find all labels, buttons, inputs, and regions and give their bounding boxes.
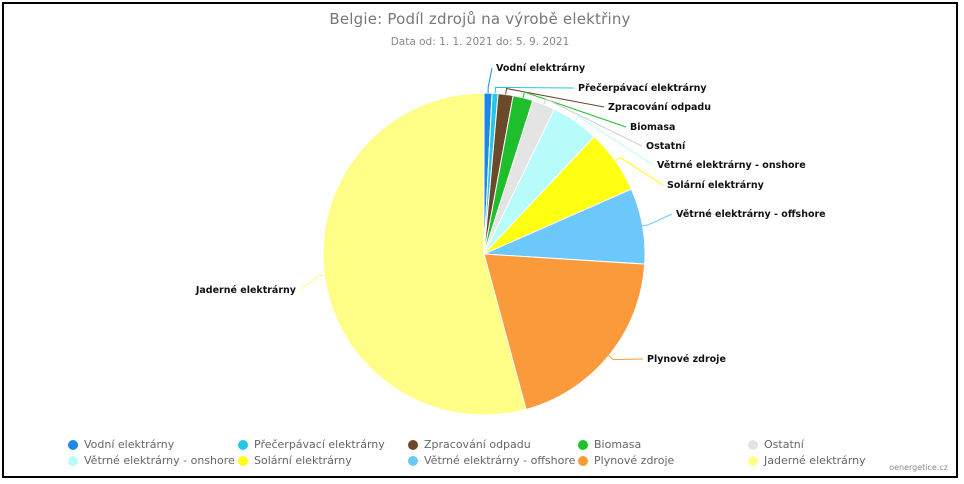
legend-item[interactable]: Solární elektrárny	[238, 453, 408, 468]
slice-connector	[299, 274, 325, 291]
slice-connector	[494, 86, 575, 94]
legend-item[interactable]: Zpracování odpadu	[408, 437, 578, 452]
chart-legend: Vodní elektrárny Přečerpávací elektrárny Z…	[68, 437, 898, 468]
slice-label: Plynové zdroje	[647, 354, 726, 365]
slice-label: Ostatní	[646, 141, 686, 152]
legend-label: Zpracování odpadu	[424, 438, 531, 451]
legend-item[interactable]: Ostatní	[748, 437, 898, 452]
legend-item[interactable]: Přečerpávací elektrárny	[238, 437, 408, 452]
legend-label: Jaderné elektrárny	[764, 454, 866, 467]
legend-label: Přečerpávací elektrárny	[254, 438, 385, 451]
slice-connector	[543, 98, 643, 147]
slice-connector	[487, 67, 493, 94]
slice-label: Větrné elektrárny - offshore	[676, 209, 826, 220]
legend-item[interactable]: Biomasa	[578, 437, 748, 452]
legend-label: Vodní elektrárny	[84, 438, 175, 451]
legend-label: Plynové zdroje	[594, 454, 675, 467]
slice-label: Přečerpávací elektrárny	[578, 83, 707, 94]
slice-label: Zpracování odpadu	[608, 102, 711, 113]
legend-item[interactable]: Větrné elektrárny - onshore	[68, 453, 238, 468]
legend-marker	[578, 455, 588, 466]
legend-marker	[578, 439, 588, 450]
slice-connector	[505, 87, 605, 108]
legend-label: Ostatní	[764, 438, 804, 451]
slice-connector	[608, 355, 644, 361]
slice-label: Větrné elektrárny - onshore	[657, 160, 806, 171]
legend-item[interactable]: Plynové zdroje	[578, 453, 748, 468]
slice-connector	[642, 213, 673, 227]
slice-connector	[522, 91, 627, 128]
chart-subtitle: Data od: 1. 1. 2021 do: 5. 9. 2021	[390, 36, 570, 48]
legend-item[interactable]: Větrné elektrárny - offshore	[408, 453, 578, 468]
chart-title: Belgie: Podíl zdrojů na výrobě elektřiny	[329, 10, 631, 28]
legend-marker	[748, 455, 758, 466]
slice-label: Biomasa	[630, 122, 675, 133]
slice-label: Solární elektrárny	[667, 180, 765, 191]
slice-connector	[615, 156, 664, 186]
pie-slice[interactable]	[483, 253, 646, 411]
slice-label: Vodní elektrárny	[496, 63, 586, 74]
pie-chart: Vodní elektrárny Přečerpávací elektrárny Z…	[195, 63, 826, 416]
chart-frame: Belgie: Podíl zdrojů na výrobě elektřiny…	[2, 2, 958, 478]
legend-item[interactable]: Vodní elektrárny	[68, 437, 238, 452]
legend-marker	[748, 439, 758, 450]
legend-label: Větrné elektrárny - offshore	[424, 454, 576, 467]
slice-label: Jaderné elektrárny	[195, 285, 297, 296]
credit-text: oenergetice.cz	[889, 463, 948, 472]
legend-marker	[408, 455, 418, 466]
slice-connector	[574, 115, 654, 166]
legend-marker	[408, 439, 418, 450]
legend-label: Větrné elektrárny - onshore	[84, 454, 235, 467]
legend-marker	[68, 455, 78, 466]
legend-item[interactable]: Jaderné elektrárny	[748, 453, 898, 468]
legend-marker	[238, 439, 248, 450]
legend-marker	[68, 439, 78, 450]
legend-label: Biomasa	[594, 438, 642, 451]
legend-marker	[238, 455, 248, 466]
legend-label: Solární elektrárny	[254, 454, 352, 467]
